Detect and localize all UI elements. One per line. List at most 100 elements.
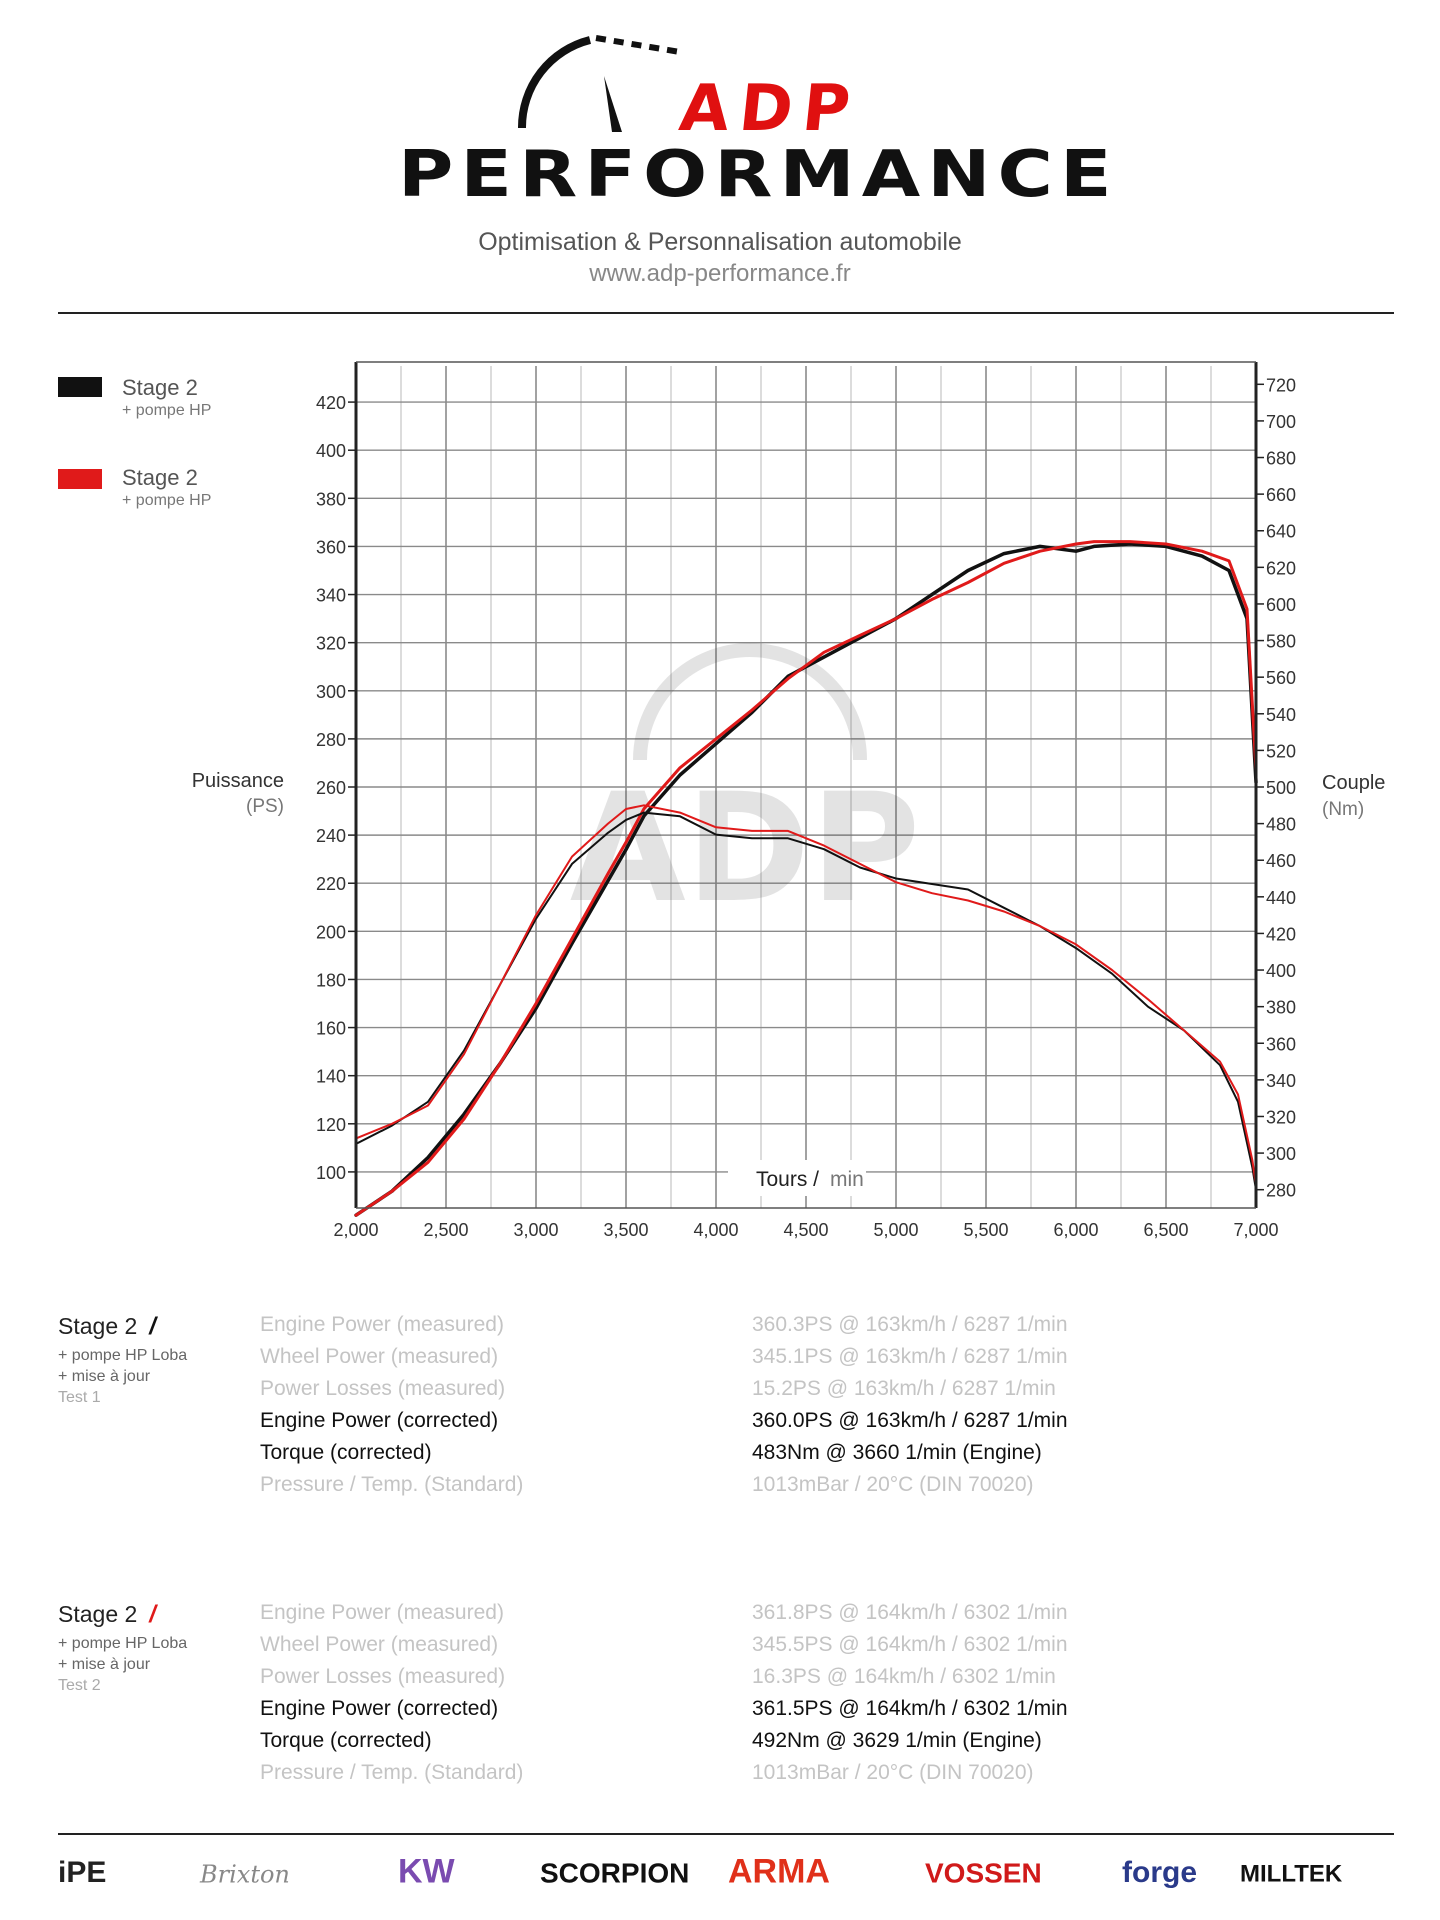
x-tick-label: 7,000 bbox=[1233, 1220, 1278, 1240]
left-tick-label: 340 bbox=[316, 586, 346, 606]
result-row-label: Torque (corrected) bbox=[260, 1729, 432, 1752]
sponsor-logo-6: VOSSEN bbox=[925, 1857, 1042, 1889]
series-line-4 bbox=[355, 804, 1257, 1187]
legend-swatch-black bbox=[58, 377, 102, 397]
result-row-value: 15.2PS @ 163km/h / 6287 1/min bbox=[752, 1377, 1056, 1400]
x-axis-unit: min bbox=[830, 1168, 864, 1191]
sponsor-logo-2: Brixton bbox=[200, 1860, 290, 1889]
header-logo: ADP PERFORMANCE Optimisation & Personnal… bbox=[0, 0, 1440, 300]
result-row-value: 16.3PS @ 164km/h / 6302 1/min bbox=[752, 1665, 1056, 1688]
speedometer-logo-icon bbox=[517, 35, 681, 132]
result-row-label: Pressure / Temp. (Standard) bbox=[260, 1473, 524, 1496]
x-tick-label: 5,500 bbox=[963, 1220, 1008, 1240]
sponsor-logo-5: ARMA bbox=[728, 1852, 830, 1891]
right-tick-label: 700 bbox=[1266, 412, 1296, 432]
result-sub-line: Test 2 bbox=[58, 1677, 101, 1694]
chart-ticks: 100 120 140 160 180 200 220 240 260 280 300 320 340 3… bbox=[316, 375, 1296, 1240]
result-row-label: Engine Power (measured) bbox=[260, 1313, 504, 1336]
left-tick-label: 240 bbox=[316, 826, 346, 846]
result-slash-marker: / bbox=[149, 1601, 156, 1628]
right-axis-name: Couple bbox=[1322, 772, 1386, 794]
right-tick-label: 420 bbox=[1266, 924, 1296, 944]
left-tick-label: 320 bbox=[316, 634, 346, 654]
result-sub-line: + mise à jour bbox=[58, 1368, 151, 1385]
right-tick-label: 360 bbox=[1266, 1034, 1296, 1054]
x-tick-label: 3,500 bbox=[603, 1220, 648, 1240]
right-tick-label: 380 bbox=[1266, 998, 1296, 1018]
right-tick-label: 720 bbox=[1266, 375, 1296, 395]
left-tick-label: 120 bbox=[316, 1115, 346, 1135]
result-row-value: 345.1PS @ 163km/h / 6287 1/min bbox=[752, 1345, 1068, 1368]
right-tick-label: 500 bbox=[1266, 778, 1296, 798]
right-tick-label: 640 bbox=[1266, 522, 1296, 542]
right-tick-label: 440 bbox=[1266, 888, 1296, 908]
right-tick-label: 600 bbox=[1266, 595, 1296, 615]
result-sub-line: + pompe HP Loba bbox=[58, 1347, 188, 1364]
left-tick-label: 300 bbox=[316, 682, 346, 702]
result-row-value: 1013mBar / 20°C (DIN 70020) bbox=[752, 1761, 1034, 1784]
adp-watermark: ADP bbox=[570, 643, 920, 936]
result-row-value: 1013mBar / 20°C (DIN 70020) bbox=[752, 1473, 1034, 1496]
left-tick-label: 380 bbox=[316, 489, 346, 509]
chart-axes bbox=[354, 361, 1258, 1209]
x-axis-label-box bbox=[728, 1160, 866, 1196]
right-tick-label: 520 bbox=[1266, 741, 1296, 761]
right-tick-label: 400 bbox=[1266, 961, 1296, 981]
left-tick-label: 100 bbox=[316, 1163, 346, 1183]
website-link[interactable]: www.adp-performance.fr bbox=[589, 260, 851, 287]
result-title-text: Stage 2 bbox=[58, 1601, 138, 1627]
x-tick-label: 4,000 bbox=[693, 1220, 738, 1240]
result-row-label: Engine Power (corrected) bbox=[260, 1697, 499, 1720]
result-slash-marker: / bbox=[149, 1313, 156, 1340]
result-row-value: 360.3PS @ 163km/h / 6287 1/min bbox=[752, 1313, 1068, 1336]
left-axis-unit: (PS) bbox=[246, 796, 284, 817]
left-axis-name: Puissance bbox=[191, 770, 284, 792]
result-sub-line: + mise à jour bbox=[58, 1656, 151, 1673]
left-tick-label: 140 bbox=[316, 1067, 346, 1087]
result-row-label: Wheel Power (measured) bbox=[260, 1633, 499, 1656]
x-tick-label: 3,000 bbox=[513, 1220, 558, 1240]
right-tick-label: 280 bbox=[1266, 1181, 1296, 1201]
result-row-label: Engine Power (corrected) bbox=[260, 1409, 499, 1432]
chart-grid bbox=[355, 366, 1257, 1208]
footer-divider bbox=[58, 1833, 1394, 1835]
result-row-value: 360.0PS @ 163km/h / 6287 1/min bbox=[752, 1409, 1068, 1432]
result-row-label: Power Losses (measured) bbox=[260, 1377, 506, 1400]
x-tick-label: 4,500 bbox=[783, 1220, 828, 1240]
right-tick-label: 680 bbox=[1266, 449, 1296, 469]
result-sub-line: + pompe HP Loba bbox=[58, 1635, 188, 1652]
legend-sub-2: + pompe HP bbox=[122, 492, 212, 509]
result-row-label: Pressure / Temp. (Standard) bbox=[260, 1761, 524, 1784]
legend-swatch-red bbox=[58, 469, 102, 489]
result-title-text: Stage 2 bbox=[58, 1313, 138, 1339]
x-tick-label: 6,000 bbox=[1053, 1220, 1098, 1240]
legend-name-2: Stage 2 bbox=[122, 465, 198, 490]
x-axis-name: Tours / bbox=[756, 1168, 819, 1191]
result-row-label: Torque (corrected) bbox=[260, 1441, 432, 1464]
sponsor-logo-1: iPE bbox=[58, 1856, 107, 1890]
legend-name-1: Stage 2 bbox=[122, 375, 198, 400]
result-title-2: Stage 2 / bbox=[58, 1601, 156, 1629]
brand-performance: PERFORMANCE bbox=[398, 138, 1119, 212]
right-tick-label: 340 bbox=[1266, 1071, 1296, 1091]
right-tick-label: 660 bbox=[1266, 485, 1296, 505]
right-tick-label: 300 bbox=[1266, 1144, 1296, 1164]
left-tick-label: 260 bbox=[316, 778, 346, 798]
right-tick-label: 620 bbox=[1266, 558, 1296, 578]
result-title-1: Stage 2 / bbox=[58, 1313, 156, 1341]
left-tick-label: 360 bbox=[316, 537, 346, 557]
x-tick-label: 2,000 bbox=[333, 1220, 378, 1240]
left-tick-label: 220 bbox=[316, 874, 346, 894]
chart-series bbox=[354, 540, 1258, 1217]
sponsor-logo-8: MILLTEK bbox=[1240, 1860, 1343, 1888]
left-tick-label: 400 bbox=[316, 441, 346, 461]
result-row-label: Engine Power (measured) bbox=[260, 1601, 504, 1624]
result-row-value: 361.8PS @ 164km/h / 6302 1/min bbox=[752, 1601, 1068, 1624]
right-tick-label: 540 bbox=[1266, 705, 1296, 725]
left-tick-label: 280 bbox=[316, 730, 346, 750]
left-tick-label: 200 bbox=[316, 922, 346, 942]
result-row-label: Power Losses (measured) bbox=[260, 1665, 506, 1688]
sponsor-logo-3: KW bbox=[398, 1852, 455, 1891]
series-line-3 bbox=[355, 811, 1257, 1191]
tagline: Optimisation & Personnalisation automobi… bbox=[478, 228, 962, 256]
